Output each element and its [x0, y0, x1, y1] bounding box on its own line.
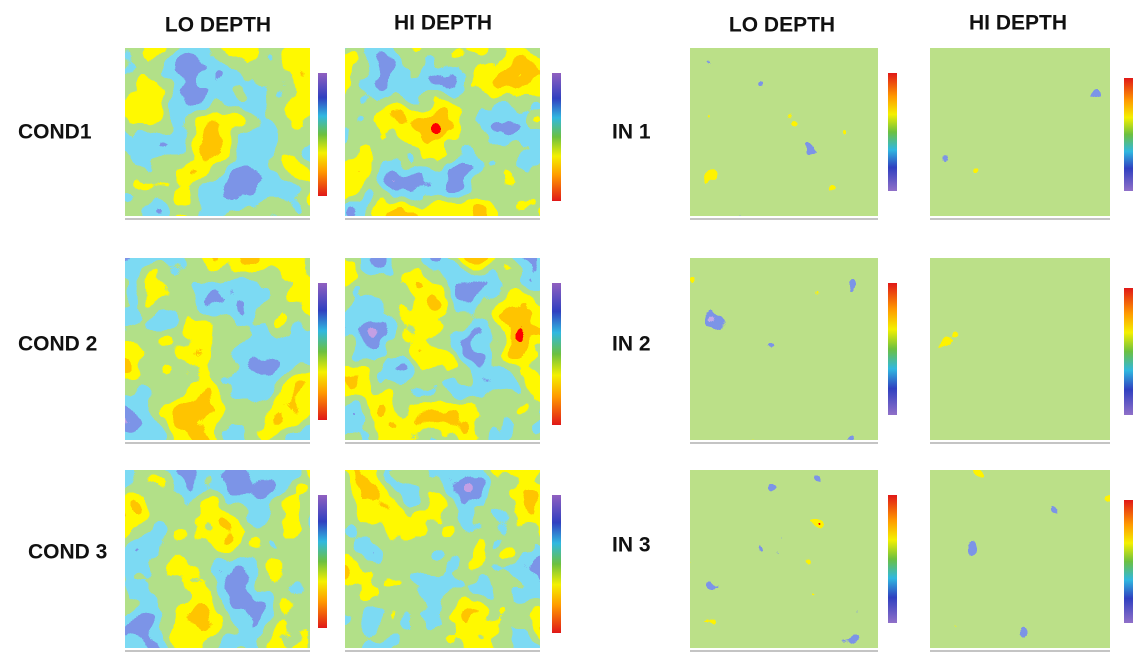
contour-map	[345, 258, 540, 440]
colorbar	[552, 283, 561, 425]
contour-map	[930, 470, 1110, 648]
row-label: COND1	[18, 121, 92, 144]
column-header: LO DEPTH	[165, 14, 271, 37]
colorbar	[1124, 78, 1133, 191]
colorbar	[888, 495, 897, 623]
colorbar	[888, 283, 897, 415]
contour-map	[930, 258, 1110, 440]
colorbar	[318, 283, 327, 420]
row-label: COND 3	[28, 541, 107, 564]
column-header: HI DEPTH	[394, 12, 492, 35]
colorbar	[888, 73, 897, 191]
column-header: LO DEPTH	[729, 14, 835, 37]
row-label: IN 2	[612, 333, 651, 356]
colorbar	[318, 495, 327, 628]
contour-map	[125, 258, 310, 440]
contour-map	[125, 48, 310, 216]
row-label: IN 1	[612, 121, 651, 144]
colorbar	[1124, 288, 1133, 415]
contour-map	[690, 258, 878, 440]
contour-map	[125, 470, 310, 648]
contour-map	[345, 470, 540, 648]
colorbar	[552, 495, 561, 633]
row-label: COND 2	[18, 333, 97, 356]
row-label: IN 3	[612, 534, 651, 557]
colorbar	[552, 73, 561, 201]
contour-map	[690, 470, 878, 648]
colorbar	[318, 73, 327, 196]
contour-map	[690, 48, 878, 216]
column-header: HI DEPTH	[969, 12, 1067, 35]
contour-map	[345, 48, 540, 216]
contour-map	[930, 48, 1110, 216]
colorbar	[1124, 500, 1133, 623]
